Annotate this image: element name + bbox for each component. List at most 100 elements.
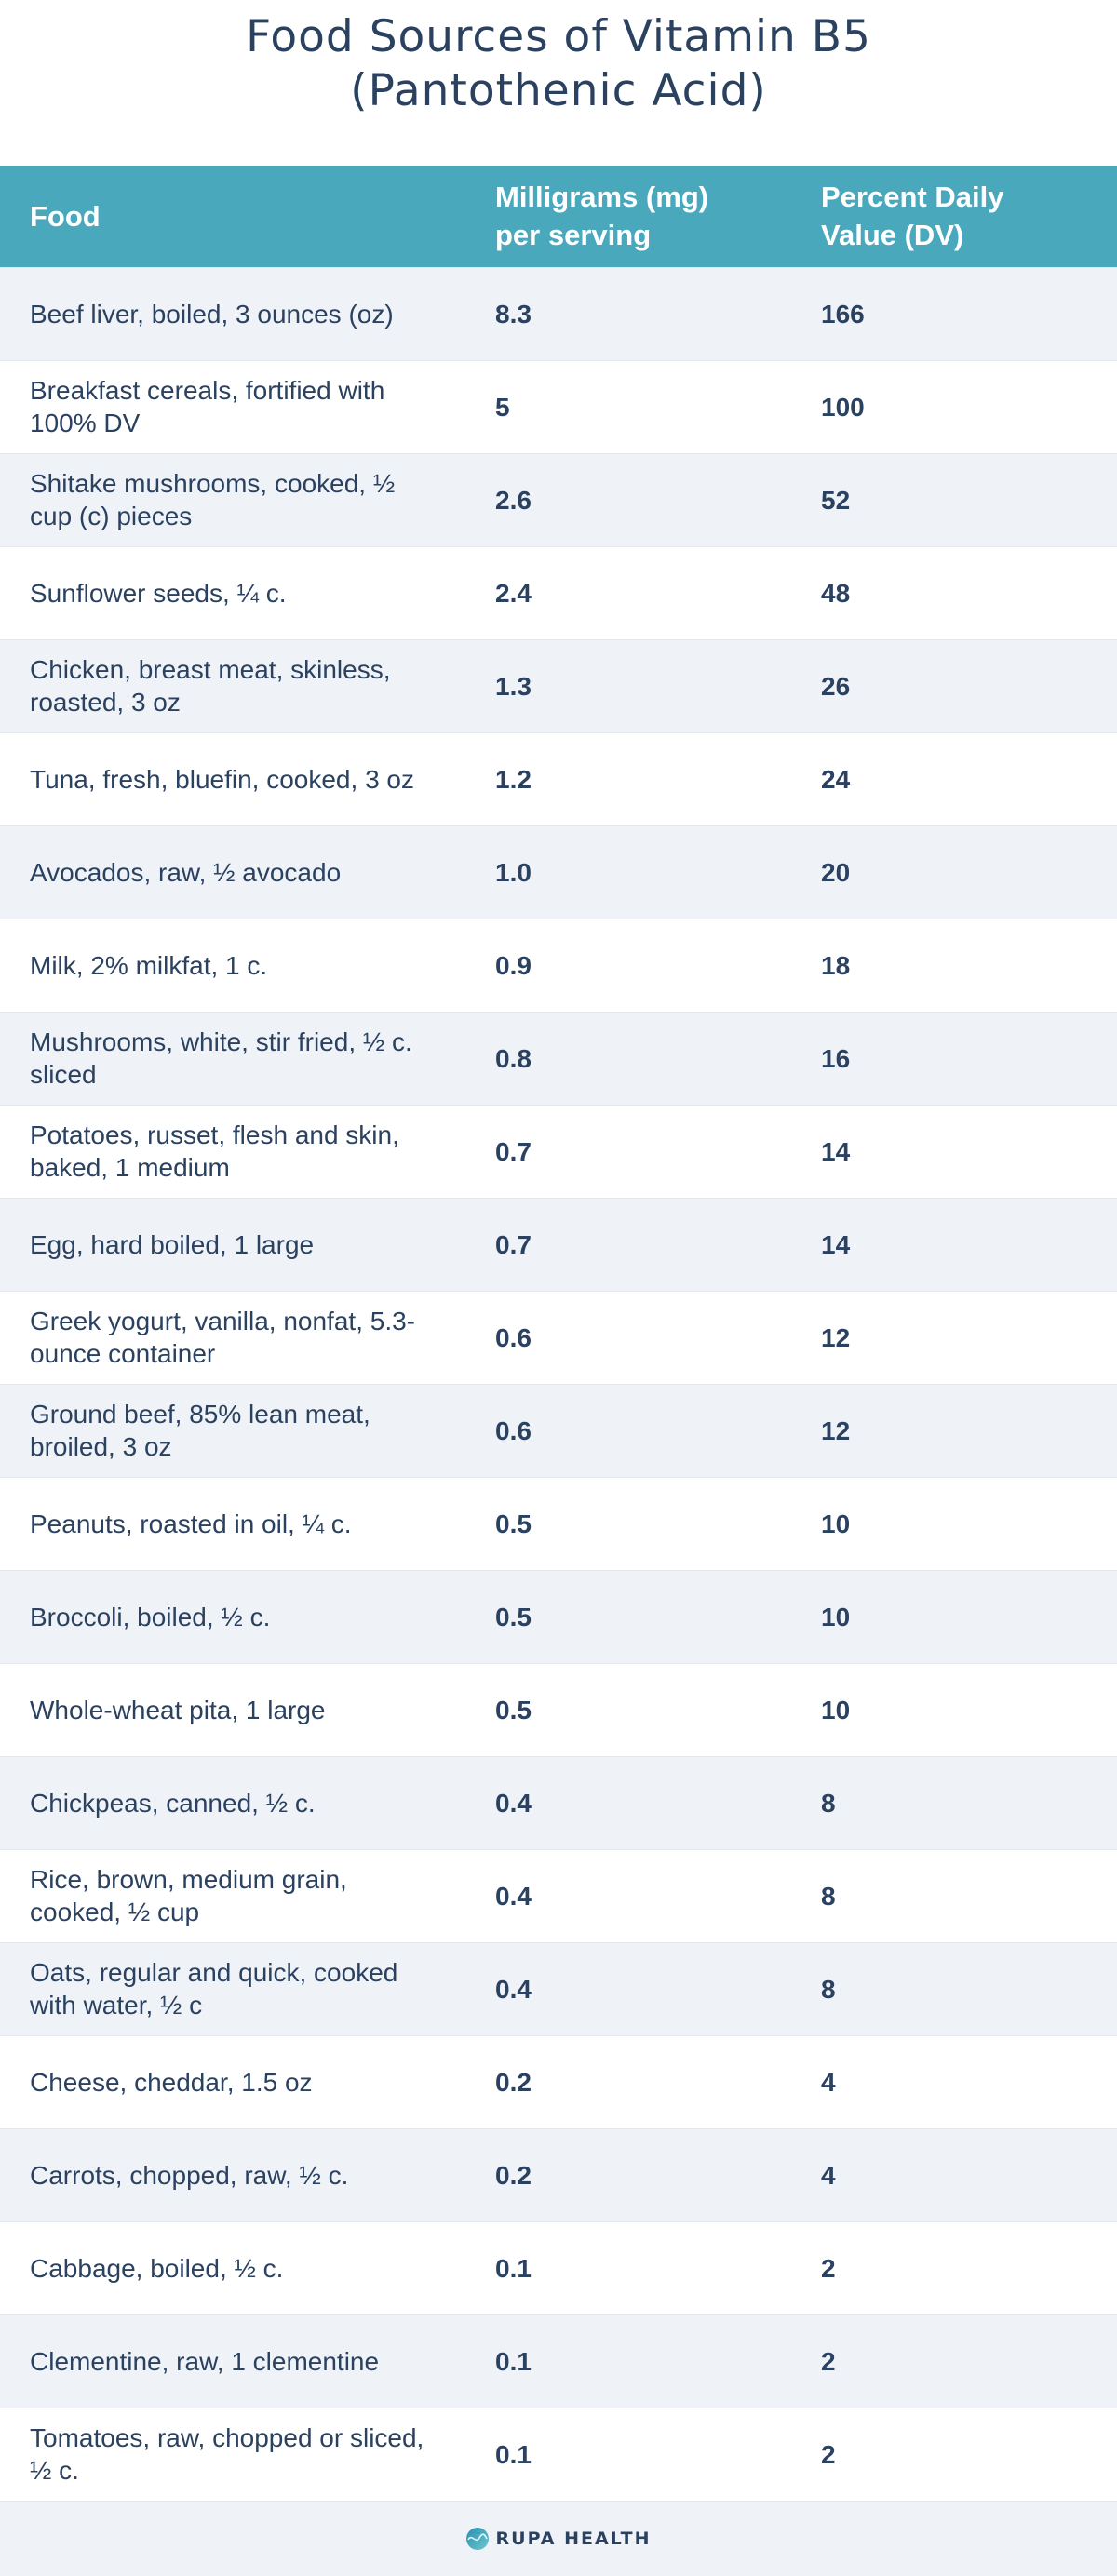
table-row: Egg, hard boiled, 1 large 0.7 14 (0, 1198, 1117, 1291)
mg-cell: 0.1 (495, 2439, 532, 2469)
header-mg: Milligrams (mg) per serving (495, 181, 709, 252)
dv-cell: 18 (821, 950, 851, 980)
food-cell: Broccoli, boiled, ½ c. (30, 1602, 271, 1631)
table-row: Beef liver, boiled, 3 ounces (oz) 8.3 166 (0, 267, 1117, 360)
dv-cell: 10 (821, 1509, 851, 1538)
table-row: Shitake mushrooms, cooked, ½ cup (c) pie… (0, 453, 1117, 546)
food-cell: Breakfast cereals, fortified with 100% D… (30, 376, 385, 437)
mg-cell: 1.2 (495, 764, 532, 794)
food-cell: Oats, regular and quick, cooked with wat… (30, 1958, 398, 2019)
food-cell: Sunflower seeds, ¼ c. (30, 578, 287, 608)
dv-cell: 4 (821, 2160, 836, 2190)
mg-cell: 1.3 (495, 671, 532, 701)
table-row: Sunflower seeds, ¼ c. 2.4 48 (0, 546, 1117, 639)
mg-cell: 8.3 (495, 299, 532, 329)
table-row: Breakfast cereals, fortified with 100% D… (0, 360, 1117, 453)
food-cell: Peanuts, roasted in oil, ¼ c. (30, 1509, 352, 1538)
table-row: Potatoes, russet, flesh and skin, baked,… (0, 1105, 1117, 1198)
food-cell: Beef liver, boiled, 3 ounces (oz) (30, 299, 394, 329)
table-row: Clementine, raw, 1 clementine 0.1 2 (0, 2314, 1117, 2408)
rupa-health-logo-icon (465, 2528, 489, 2550)
table-row: Cabbage, boiled, ½ c. 0.1 2 (0, 2221, 1117, 2314)
food-cell: Milk, 2% milkfat, 1 c. (30, 950, 268, 980)
header-food: Food (30, 199, 101, 233)
mg-cell: 2.4 (495, 578, 532, 608)
table-row: Greek yogurt, vanilla, nonfat, 5.3-ounce… (0, 1291, 1117, 1384)
dv-cell: 24 (821, 764, 851, 794)
dv-cell: 100 (821, 392, 865, 422)
mg-cell: 2.6 (495, 485, 532, 515)
title-block: Food Sources of Vitamin B5 (Pantothenic … (0, 0, 1117, 166)
table-row: Carrots, chopped, raw, ½ c. 0.2 4 (0, 2128, 1117, 2221)
table-row: Chickpeas, canned, ½ c. 0.4 8 (0, 1756, 1117, 1849)
mg-cell: 0.8 (495, 1043, 532, 1073)
dv-cell: 8 (821, 1788, 836, 1818)
mg-cell: 0.2 (495, 2067, 532, 2097)
food-cell: Avocados, raw, ½ avocado (30, 857, 342, 887)
table-row: Cheese, cheddar, 1.5 oz 0.2 4 (0, 2035, 1117, 2128)
dv-cell: 26 (821, 671, 851, 701)
mg-cell: 0.5 (495, 1602, 532, 1631)
food-cell: Cabbage, boiled, ½ c. (30, 2253, 284, 2283)
header-dv: Percent Daily Value (DV) (821, 181, 1004, 252)
mg-cell: 0.7 (495, 1136, 532, 1166)
table-row: Milk, 2% milkfat, 1 c. 0.9 18 (0, 919, 1117, 1012)
food-cell: Tomatoes, raw, chopped or sliced, ½ c. (30, 2423, 424, 2486)
dv-cell: 20 (821, 857, 851, 887)
table-body: Beef liver, boiled, 3 ounces (oz) 8.3 166 B… (0, 267, 1117, 2501)
food-cell: Potatoes, russet, flesh and skin, baked,… (30, 1120, 399, 1182)
table-row: Tomatoes, raw, chopped or sliced, ½ c. 0.… (0, 2408, 1117, 2501)
mg-cell: 1.0 (495, 857, 532, 887)
table-row: Ground beef, 85% lean meat, broiled, 3 o… (0, 1384, 1117, 1477)
mg-cell: 0.2 (495, 2160, 532, 2190)
table-row: Chicken, breast meat, skinless, roasted,… (0, 639, 1117, 732)
table-row: Rice, brown, medium grain, cooked, ½ cup… (0, 1849, 1117, 1942)
footer: RUPA HEALTH (0, 2501, 1117, 2576)
mg-cell: 0.5 (495, 1695, 532, 1724)
dv-cell: 166 (821, 299, 865, 329)
dv-cell: 14 (821, 1136, 851, 1166)
dv-cell: 12 (821, 1415, 851, 1445)
table-row: Mushrooms, white, stir fried, ½ c. slice… (0, 1012, 1117, 1105)
dv-cell: 12 (821, 1322, 851, 1352)
food-cell: Cheese, cheddar, 1.5 oz (30, 2067, 313, 2097)
food-cell: Chicken, breast meat, skinless, roasted,… (30, 655, 391, 717)
dv-cell: 2 (821, 2346, 836, 2376)
vitamin-b5-table: Food Milligrams (mg) per serving Percent… (0, 166, 1117, 2501)
food-cell: Tuna, fresh, bluefin, cooked, 3 oz (30, 764, 414, 794)
food-cell: Clementine, raw, 1 clementine (30, 2346, 380, 2376)
table-row: Tuna, fresh, bluefin, cooked, 3 oz 1.2 24 (0, 732, 1117, 825)
mg-cell: 5 (495, 392, 510, 422)
table-row: Peanuts, roasted in oil, ¼ c. 0.5 10 (0, 1477, 1117, 1570)
mg-cell: 0.9 (495, 950, 532, 980)
mg-cell: 0.4 (495, 1881, 532, 1911)
dv-cell: 8 (821, 1881, 836, 1911)
dv-cell: 14 (821, 1229, 851, 1259)
table-row: Oats, regular and quick, cooked with wat… (0, 1942, 1117, 2035)
dv-cell: 48 (821, 578, 851, 608)
table-row: Broccoli, boiled, ½ c. 0.5 10 (0, 1570, 1117, 1663)
food-cell: Egg, hard boiled, 1 large (30, 1229, 315, 1259)
page-title: Food Sources of Vitamin B5 (Pantothenic … (246, 10, 871, 118)
mg-cell: 0.5 (495, 1509, 532, 1538)
food-cell: Carrots, chopped, raw, ½ c. (30, 2160, 349, 2190)
dv-cell: 52 (821, 485, 851, 515)
food-cell: Ground beef, 85% lean meat, broiled, 3 o… (30, 1400, 370, 1461)
food-cell: Rice, brown, medium grain, cooked, ½ cup (30, 1865, 347, 1926)
food-cell: Chickpeas, canned, ½ c. (30, 1788, 316, 1818)
mg-cell: 0.7 (495, 1229, 532, 1259)
food-cell: Mushrooms, white, stir fried, ½ c. slice… (30, 1027, 412, 1089)
mg-cell: 0.1 (495, 2346, 532, 2376)
mg-cell: 0.4 (495, 1788, 532, 1818)
table-row: Avocados, raw, ½ avocado 1.0 20 (0, 825, 1117, 919)
mg-cell: 0.6 (495, 1415, 532, 1445)
dv-cell: 10 (821, 1695, 851, 1724)
dv-cell: 2 (821, 2253, 836, 2283)
food-cell: Shitake mushrooms, cooked, ½ cup (c) pie… (30, 469, 396, 530)
mg-cell: 0.4 (495, 1974, 532, 2004)
title-line-1: Food Sources of Vitamin B5 (246, 11, 871, 63)
dv-cell: 2 (821, 2439, 836, 2469)
title-line-2: (Pantothenic Acid) (350, 65, 767, 117)
mg-cell: 0.1 (495, 2253, 532, 2283)
food-cell: Whole-wheat pita, 1 large (30, 1695, 326, 1724)
